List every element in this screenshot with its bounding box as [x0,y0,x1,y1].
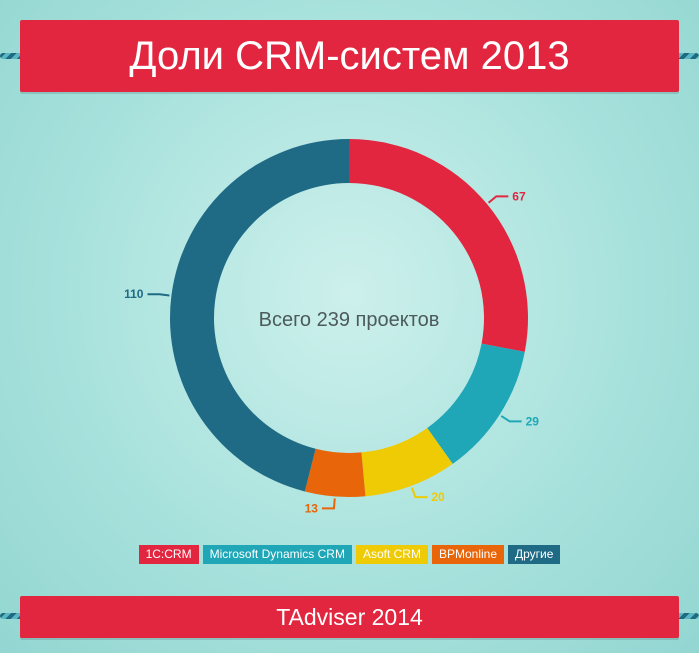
donut-slice-1 [427,343,525,464]
rope-left-top [0,53,26,59]
leader-line-1 [500,415,522,423]
leader-line-3 [321,498,336,510]
donut-slice-4 [170,139,349,492]
data-label-3: 13 [305,501,319,515]
leader-line-2 [410,487,428,499]
legend-item-4: Другие [508,545,561,564]
legend-item-2: Asoft CRM [355,545,428,564]
chart-title: Доли CRM-систем 2013 [129,34,570,78]
rope-right-bottom [673,613,699,619]
center-label: Всего 239 проектов [259,309,440,331]
leader-line-0 [487,195,509,204]
legend-item-0: 1С:CRM [138,545,199,564]
leader-line-4 [147,293,170,297]
donut-slice-3 [304,448,366,497]
data-label-4: 110 [124,287,144,301]
source-label: TAdviser 2014 [276,604,423,630]
legend-item-3: BPMonline [431,545,504,564]
data-label-1: 29 [526,414,540,428]
title-banner: Доли CRM-систем 2013 [20,20,679,92]
rope-left-bottom [0,613,26,619]
legend-item-1: Microsoft Dynamics CRM [202,545,352,564]
data-label-0: 67 [512,189,526,203]
donut-slice-0 [349,139,528,352]
rope-right-top [673,53,699,59]
source-banner: TAdviser 2014 [20,596,679,638]
chart-legend: 1С:CRM Microsoft Dynamics CRM Asoft CRM BPM… [0,545,699,564]
donut-slice-2 [361,428,453,497]
data-label-2: 20 [431,490,445,504]
